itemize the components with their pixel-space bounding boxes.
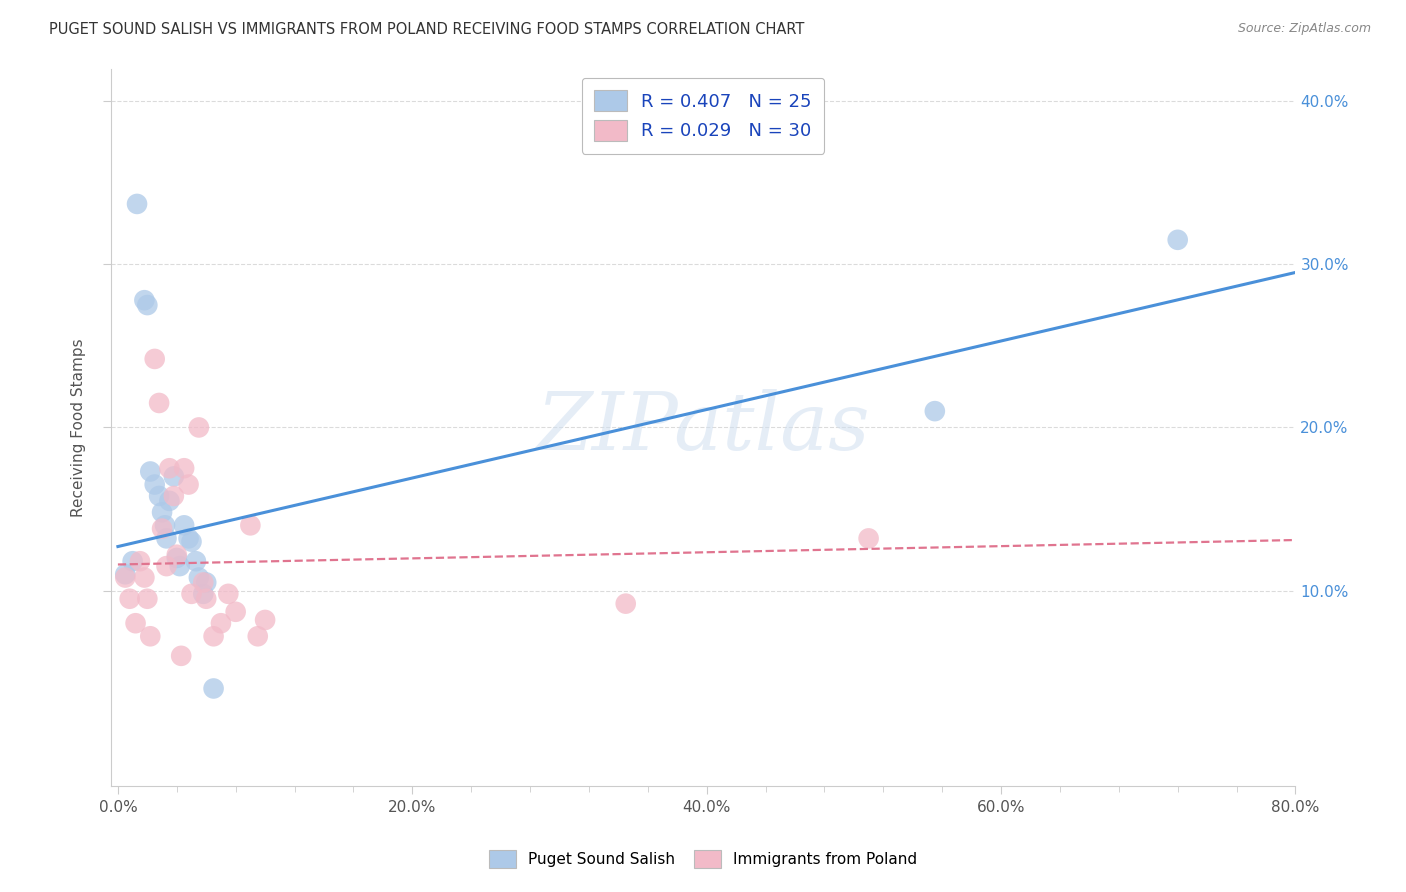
- Point: [169, 559, 191, 574]
- Point: [184, 554, 207, 568]
- Point: [163, 489, 186, 503]
- Point: [150, 505, 173, 519]
- Point: [193, 587, 215, 601]
- Point: [155, 532, 177, 546]
- Point: [193, 575, 215, 590]
- Point: [180, 534, 202, 549]
- Point: [125, 197, 148, 211]
- Legend: R = 0.407   N = 25, R = 0.029   N = 30: R = 0.407 N = 25, R = 0.029 N = 30: [582, 78, 824, 153]
- Point: [180, 587, 202, 601]
- Point: [143, 477, 166, 491]
- Point: [187, 570, 209, 584]
- Point: [177, 477, 200, 491]
- Point: [858, 532, 880, 546]
- Point: [150, 522, 173, 536]
- Point: [118, 591, 141, 606]
- Point: [114, 567, 136, 582]
- Point: [195, 591, 218, 606]
- Point: [1167, 233, 1189, 247]
- Point: [166, 551, 188, 566]
- Point: [153, 518, 176, 533]
- Point: [163, 469, 186, 483]
- Point: [614, 597, 637, 611]
- Point: [134, 570, 156, 584]
- Point: [217, 587, 239, 601]
- Point: [246, 629, 269, 643]
- Point: [254, 613, 277, 627]
- Point: [148, 489, 170, 503]
- Text: Source: ZipAtlas.com: Source: ZipAtlas.com: [1237, 22, 1371, 36]
- Point: [225, 605, 247, 619]
- Point: [173, 518, 195, 533]
- Point: [129, 554, 152, 568]
- Point: [177, 532, 200, 546]
- Point: [136, 298, 159, 312]
- Point: [139, 629, 162, 643]
- Text: PUGET SOUND SALISH VS IMMIGRANTS FROM POLAND RECEIVING FOOD STAMPS CORRELATION C: PUGET SOUND SALISH VS IMMIGRANTS FROM PO…: [49, 22, 804, 37]
- Point: [159, 461, 181, 475]
- Point: [166, 548, 188, 562]
- Point: [155, 559, 177, 574]
- Y-axis label: Receiving Food Stamps: Receiving Food Stamps: [72, 338, 86, 516]
- Point: [134, 293, 156, 308]
- Point: [143, 351, 166, 366]
- Point: [124, 616, 146, 631]
- Legend: Puget Sound Salish, Immigrants from Poland: Puget Sound Salish, Immigrants from Pola…: [481, 843, 925, 875]
- Point: [924, 404, 946, 418]
- Text: ZIPatlas: ZIPatlas: [536, 389, 870, 467]
- Point: [139, 465, 162, 479]
- Point: [195, 575, 218, 590]
- Point: [202, 681, 225, 696]
- Point: [121, 554, 143, 568]
- Point: [239, 518, 262, 533]
- Point: [173, 461, 195, 475]
- Point: [187, 420, 209, 434]
- Point: [136, 591, 159, 606]
- Point: [159, 494, 181, 508]
- Point: [148, 396, 170, 410]
- Point: [202, 629, 225, 643]
- Point: [170, 648, 193, 663]
- Point: [114, 570, 136, 584]
- Point: [209, 616, 232, 631]
